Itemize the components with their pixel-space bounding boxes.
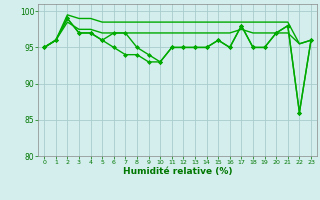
X-axis label: Humidité relative (%): Humidité relative (%) bbox=[123, 167, 232, 176]
